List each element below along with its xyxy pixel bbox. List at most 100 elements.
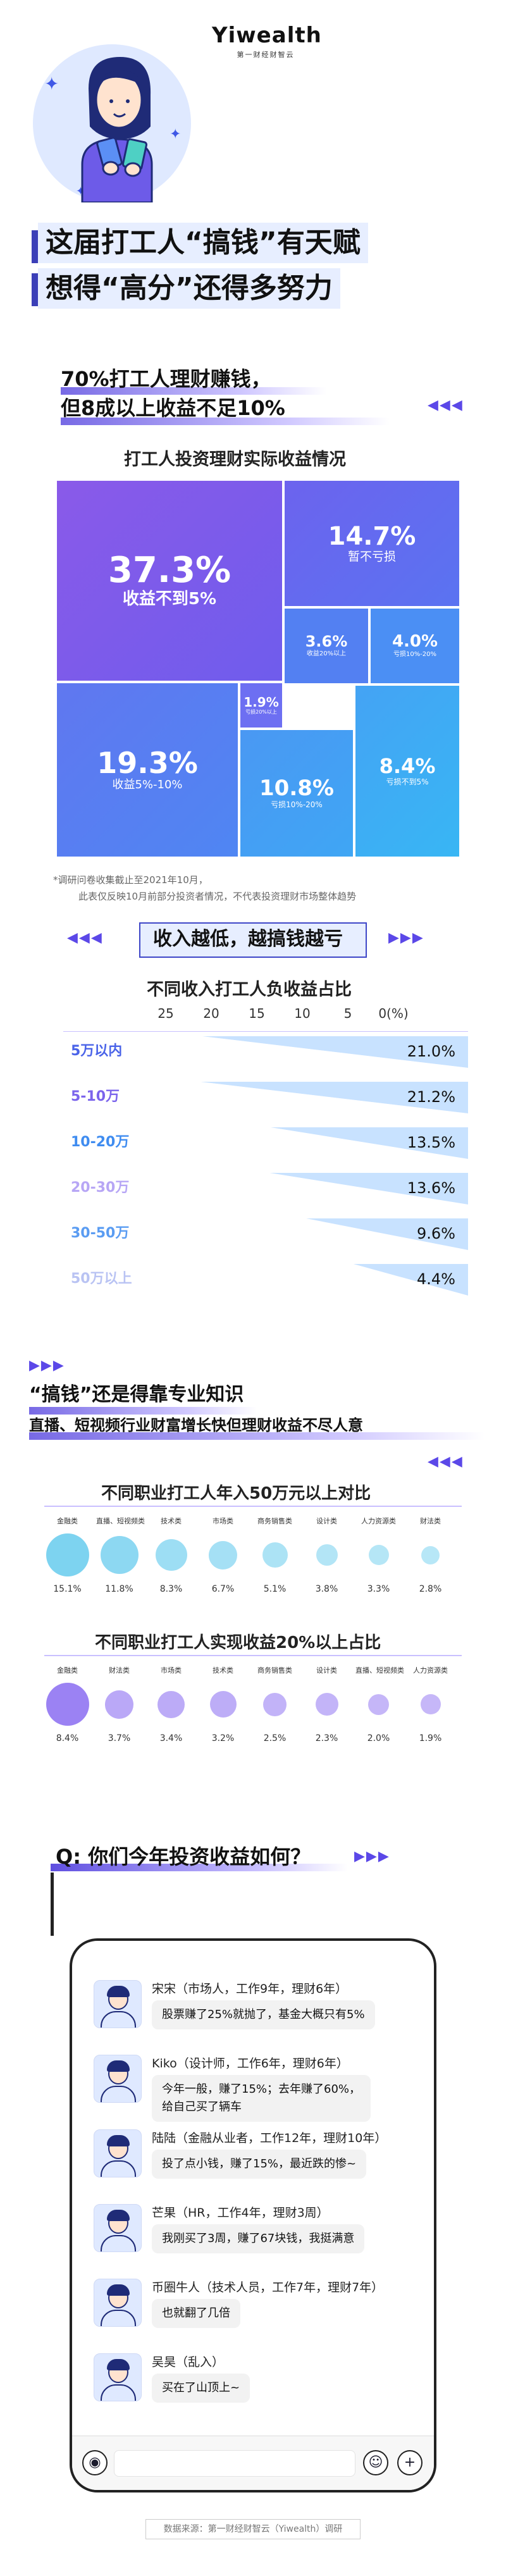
funnel-row-value: 9.6% bbox=[417, 1225, 455, 1242]
tile-label: 亏损不到5% bbox=[386, 777, 429, 786]
chat-bubble: 股票赚了25%就抛了，基金大概只有5% bbox=[152, 2000, 375, 2029]
occupation-bubble bbox=[46, 1683, 89, 1726]
occupation-bubble bbox=[209, 1540, 237, 1570]
occupation-name: 商务销售类 bbox=[257, 1666, 292, 1675]
avatar bbox=[94, 2353, 142, 2401]
tile-value: 4.0% bbox=[392, 632, 438, 652]
occupation-item: 设计类 3.8% bbox=[304, 1516, 350, 1594]
occupation-item: 金融类 8.4% bbox=[44, 1665, 90, 1743]
treemap-tile-loss-under-5: 8.4% 亏损不到5% bbox=[355, 686, 459, 857]
avatar-body bbox=[101, 2235, 136, 2251]
funnel-row-value: 4.4% bbox=[417, 1270, 455, 1288]
occupation-value: 6.7% bbox=[211, 1584, 235, 1594]
section1-heading-line1: 70%打工人理财赚钱， bbox=[61, 367, 271, 391]
avatar-hair bbox=[107, 2135, 130, 2146]
tile-value: 3.6% bbox=[305, 633, 348, 651]
occupation-bubble bbox=[316, 1544, 338, 1566]
section2-heading-box bbox=[139, 922, 367, 958]
avatar-body bbox=[101, 2086, 136, 2102]
axis-tick-label: 15 bbox=[249, 1006, 265, 1021]
arrows-left-icon: ◀◀◀ bbox=[428, 397, 464, 413]
title-accent-bar bbox=[32, 273, 39, 306]
avatar-body bbox=[101, 2160, 136, 2177]
funnel-row-label: 5万以内 bbox=[71, 1043, 123, 1059]
chat-bubble: 也就翻了几倍 bbox=[152, 2299, 240, 2328]
avatar bbox=[94, 2129, 142, 2177]
funnel-row-label: 20-30万 bbox=[71, 1180, 130, 1196]
tile-label: 收益5%-10% bbox=[112, 778, 183, 792]
occupation-name: 技术类 bbox=[161, 1517, 182, 1525]
plus-icon[interactable]: + bbox=[397, 2450, 423, 2475]
divider bbox=[44, 1506, 462, 1507]
tile-label: 亏损20%以上 bbox=[245, 709, 277, 715]
data-source: 数据来源：第一财经财智云（Yiwealth）调研 bbox=[145, 2519, 361, 2539]
chat-sender: Kiko（设计师，工作6年，理财6年） bbox=[152, 2057, 349, 2071]
funnel-bar bbox=[269, 1173, 468, 1204]
occupation-bubble bbox=[262, 1542, 288, 1568]
funnel-title: 不同收入打工人负收益占比 bbox=[147, 980, 352, 1000]
occupation-item: 人力资源类 3.3% bbox=[355, 1516, 402, 1594]
tile-label: 亏损10%-20% bbox=[271, 800, 323, 809]
section2-heading: 收入越低，越搞钱越亏 bbox=[153, 928, 343, 950]
occupation-name: 人力资源类 bbox=[413, 1666, 448, 1675]
occupation-bubble bbox=[105, 1690, 133, 1719]
tile-label: 亏损10%-20% bbox=[393, 650, 437, 658]
heading-underline bbox=[29, 1407, 257, 1415]
treemap-tile-no-loss: 14.7% 暂不亏损 bbox=[285, 481, 459, 606]
occupation-name: 直播、短视频类 bbox=[96, 1517, 145, 1525]
occupation-bubble bbox=[46, 1533, 89, 1576]
tile-label: 收益不到5% bbox=[122, 589, 217, 609]
treemap-tile-loss-10-20-a: 4.0% 亏损10%-20% bbox=[371, 609, 459, 683]
brand-logo: Yiwealth 第一财经财智云 bbox=[212, 23, 321, 59]
chat-bubble: 今年一般，赚了15%；去年赚了60%， 给自己买了辆车 bbox=[152, 2075, 371, 2122]
sparkle-icon: ✦ bbox=[44, 73, 59, 94]
occupation-value: 8.4% bbox=[56, 1733, 79, 1743]
worker-illustration bbox=[81, 57, 153, 202]
axis-tick-label: 0(%) bbox=[378, 1006, 409, 1021]
page-title: 这届打工人“搞钱”有天赋 想得“高分”还得多努力 bbox=[38, 223, 368, 314]
tile-value: 37.3% bbox=[108, 550, 231, 591]
occupation-name: 金融类 bbox=[57, 1666, 78, 1675]
occupation-name: 市场类 bbox=[161, 1666, 182, 1675]
qa-question: Q: 你们今年投资收益如何？ bbox=[56, 1845, 311, 1869]
funnel-row-value: 21.2% bbox=[407, 1088, 455, 1106]
chat-input[interactable] bbox=[114, 2450, 355, 2477]
occupation-value: 2.5% bbox=[263, 1733, 287, 1743]
occupation-item: 财法类 3.7% bbox=[96, 1665, 142, 1743]
tile-value: 10.8% bbox=[259, 775, 334, 801]
phone-chat-mockup: 宋宋（市场人，工作9年，理财6年） 股票赚了25%就抛了，基金大概只有5% Kiko… bbox=[70, 1938, 436, 2492]
note-line-1: *调研问卷收集截止至2021年10月， bbox=[53, 874, 208, 886]
avatar-hair bbox=[107, 2210, 130, 2221]
sparkle-icon: ✦ bbox=[170, 127, 182, 142]
occupation-bubble bbox=[209, 1691, 237, 1718]
funnel-row-label: 5-10万 bbox=[71, 1089, 120, 1105]
emoji-icon[interactable]: ☺ bbox=[363, 2450, 388, 2475]
chat-bubble: 投了点小钱，赚了15%，最近跌的惨~ bbox=[152, 2150, 367, 2179]
occupation-value: 2.8% bbox=[419, 1584, 442, 1594]
chat-bubble: 我刚买了3周，赚了67块钱，我挺满意 bbox=[152, 2224, 365, 2253]
occupation-value: 3.2% bbox=[211, 1733, 235, 1743]
heading-underline bbox=[61, 387, 326, 395]
chat-text: 给自己买了辆车 bbox=[162, 2100, 242, 2114]
treemap-tile-under-5: 37.3% 收益不到5% bbox=[57, 481, 282, 681]
occupation-value: 15.1% bbox=[53, 1584, 82, 1594]
voice-icon[interactable]: ◉ bbox=[82, 2450, 108, 2475]
section3-heading-line2: 直播、短视频行业财富增长快但理财收益不尽人意 bbox=[29, 1416, 363, 1434]
arrows-right-icon: ▶▶▶ bbox=[388, 930, 424, 946]
avatar bbox=[94, 2204, 142, 2252]
axis-tick-label: 5 bbox=[343, 1006, 352, 1021]
occupation-name: 技术类 bbox=[213, 1666, 233, 1675]
occupation-value: 11.8% bbox=[105, 1584, 133, 1594]
divider bbox=[44, 1655, 462, 1656]
chat-bubble: 买在了山顶上~ bbox=[152, 2374, 250, 2403]
occupation-bubble bbox=[100, 1536, 139, 1574]
avatar-hair bbox=[107, 2359, 130, 2370]
occupation-item: 人力资源类 1.9% bbox=[407, 1665, 454, 1743]
avatar-body bbox=[101, 2384, 136, 2401]
occupation-chart1-title: 不同职业打工人年入50万元以上对比 bbox=[101, 1484, 371, 1503]
section1-heading-line2: 但8成以上收益不足10% bbox=[61, 396, 285, 420]
avatar-hair bbox=[107, 1986, 130, 1997]
occupation-item: 市场类 3.4% bbox=[148, 1665, 194, 1743]
occupation-bubble bbox=[155, 1539, 187, 1571]
occupation-value: 8.3% bbox=[159, 1584, 183, 1594]
